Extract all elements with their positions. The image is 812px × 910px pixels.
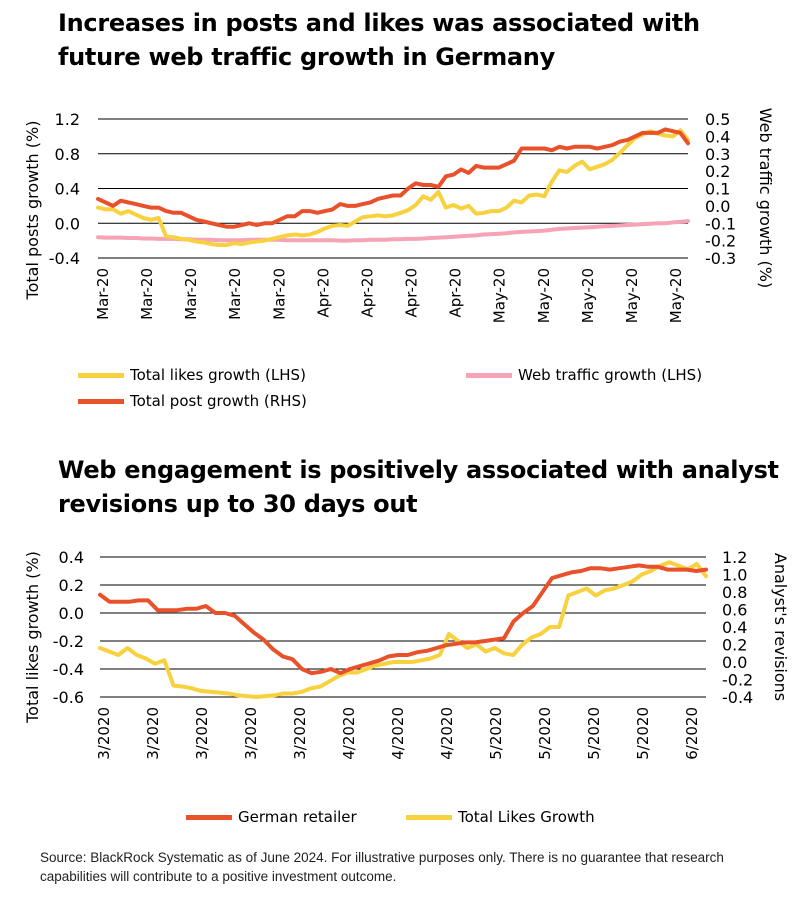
legend-item-german-retailer: German retailer — [186, 808, 357, 826]
y2-tick-label: 0.2 — [722, 636, 747, 655]
y2-tick-label: 0.8 — [722, 583, 747, 602]
x-tick-label: 5/2020 — [634, 707, 652, 760]
chart-2-plot: 0.40.20.0-0.2-0.4-0.6 1.21.00.80.60.40.2… — [23, 548, 790, 760]
y-tick-label: -0.2 — [53, 632, 84, 651]
x-tick-label: May-20 — [667, 268, 685, 323]
x-tick-label: Apr-20 — [447, 268, 465, 318]
x-tick-label: 4/2020 — [340, 707, 358, 760]
chart-1-y2-axis-label: Web traffic growth (%) — [756, 108, 775, 288]
y2-tick-label: -0.3 — [705, 249, 736, 268]
x-tick-label: May-20 — [623, 268, 641, 323]
y-tick-label: -0.4 — [49, 249, 80, 268]
legend-swatch — [406, 814, 452, 820]
chart-1-title: Increases in posts and likes was associa… — [58, 9, 700, 71]
y-tick-label: 0.4 — [55, 180, 80, 199]
x-tick-label: 3/2020 — [193, 707, 211, 760]
x-tick-label: Apr-20 — [314, 268, 332, 318]
x-tick-label: May-20 — [491, 268, 509, 323]
y-tick-label: 0.0 — [59, 604, 84, 623]
series-line-0 — [96, 128, 690, 247]
x-tick-label: Mar-20 — [270, 268, 288, 320]
x-tick-label: 3/2020 — [144, 707, 162, 760]
x-tick-label: 3/2020 — [95, 707, 113, 760]
y-tick-label: 0.0 — [55, 214, 80, 233]
legend-item-posts: Total post growth (RHS) — [78, 392, 307, 410]
y2-tick-label: 0.0 — [705, 197, 730, 216]
y-tick-label: 0.2 — [59, 576, 84, 595]
legend-item-total-likes-growth: Total Likes Growth — [406, 808, 595, 826]
legend-item-web-traffic: Web traffic growth (LHS) — [466, 366, 702, 384]
x-tick-label: Mar-20 — [226, 268, 244, 320]
legend-swatch — [466, 372, 512, 378]
legend-swatch — [78, 398, 124, 404]
chart-1-plot: 1.20.80.40.0-0.4 0.50.40.30.20.10.0-0.1-… — [23, 108, 775, 323]
series-line-1 — [98, 560, 708, 699]
x-tick-label: 5/2020 — [585, 707, 603, 760]
y2-tick-label: 0.4 — [705, 127, 730, 146]
y-tick-label: -0.6 — [53, 688, 84, 707]
source-note: Source: BlackRock Systematic as of June … — [40, 850, 724, 884]
y2-tick-label: 0.2 — [705, 162, 730, 181]
legend-label: Total Likes Growth — [458, 808, 595, 826]
y2-tick-label: 0.5 — [705, 110, 730, 129]
y-tick-label: 0.4 — [59, 548, 84, 567]
y2-tick-label: -0.2 — [722, 671, 753, 690]
y2-tick-label: 0.4 — [722, 618, 747, 637]
y2-tick-label: 1.0 — [722, 566, 747, 585]
chart-2-y-axis-label: Total likes growth (%) — [23, 551, 42, 724]
x-tick-label: 3/2020 — [242, 707, 260, 760]
legend-swatch — [78, 372, 124, 378]
x-tick-label: Mar-20 — [182, 268, 200, 320]
y2-tick-label: -0.1 — [705, 214, 736, 233]
y2-tick-label: -0.4 — [722, 688, 753, 707]
x-tick-label: 3/2020 — [291, 707, 309, 760]
legend-label: German retailer — [238, 808, 357, 826]
x-tick-label: May-20 — [535, 268, 553, 323]
y-tick-label: 1.2 — [55, 110, 80, 129]
chart-2-y2-axis-label: Analyst's revisions — [771, 553, 790, 701]
legend-label: Total post growth (RHS) — [130, 392, 307, 410]
y2-tick-label: 1.2 — [722, 548, 747, 567]
y2-tick-label: -0.2 — [705, 232, 736, 251]
legend-label: Web traffic growth (LHS) — [518, 366, 703, 384]
x-tick-label: 4/2020 — [438, 707, 456, 760]
y2-tick-label: 0.0 — [722, 653, 747, 672]
legend-item-likes: Total likes growth (LHS) — [78, 366, 306, 384]
x-tick-label: May-20 — [579, 268, 597, 323]
y2-tick-label: 0.3 — [705, 145, 730, 164]
chart-1-legend: Total likes growth (LHS) Web traffic gro… — [0, 366, 812, 426]
y-tick-label: 0.8 — [55, 145, 80, 164]
x-tick-label: 4/2020 — [389, 707, 407, 760]
x-tick-label: 6/2020 — [683, 707, 701, 760]
x-tick-label: Apr-20 — [403, 268, 421, 318]
x-tick-label: Mar-20 — [138, 268, 156, 320]
y-tick-label: -0.4 — [53, 660, 84, 679]
y2-tick-label: 0.6 — [722, 601, 747, 620]
x-tick-label: Mar-20 — [94, 268, 112, 320]
x-tick-label: 5/2020 — [487, 707, 505, 760]
chart-1-y-axis-label: Total posts growth (%) — [23, 121, 42, 301]
series-line-0 — [98, 563, 708, 676]
legend-swatch — [186, 814, 232, 820]
series-line-2 — [96, 127, 690, 229]
chart-2-legend: German retailer Total Likes Growth — [0, 808, 812, 832]
x-tick-label: 5/2020 — [536, 707, 554, 760]
x-tick-label: Apr-20 — [358, 268, 376, 318]
chart-2-title: Web engagement is positively associated … — [58, 456, 779, 518]
y2-tick-label: 0.1 — [705, 180, 730, 199]
legend-label: Total likes growth (LHS) — [130, 366, 306, 384]
